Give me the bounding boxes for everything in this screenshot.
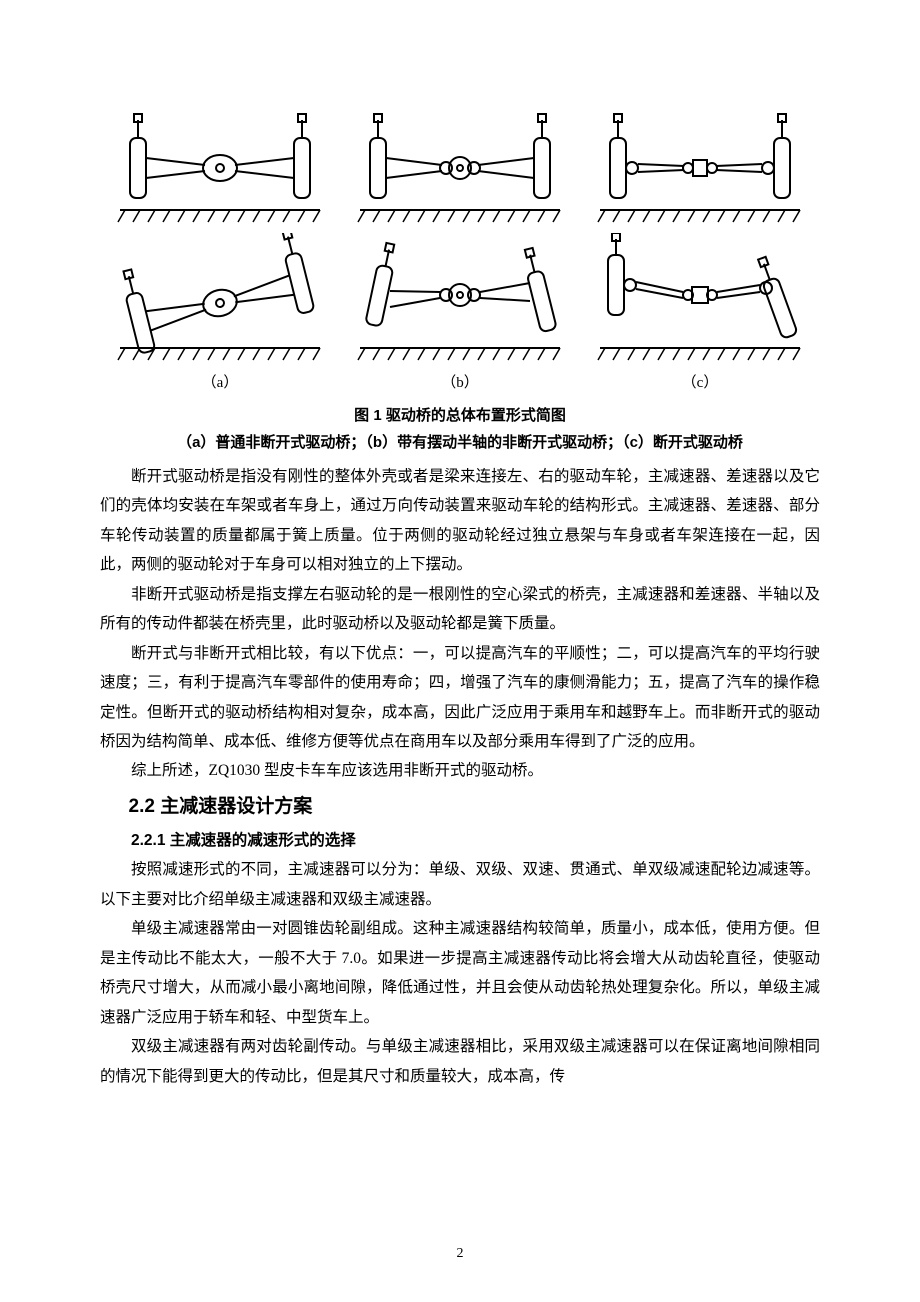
paragraph-3: 断开式与非断开式相比较，有以下优点：一，可以提高汽车的平顺性；二，可以提高汽车的… (100, 639, 820, 757)
figure-b-top (340, 110, 580, 225)
body-text-2: 按照减速形式的不同，主减速器可以分为：单级、双级、双速、贯通式、单双级减速配轮边… (100, 855, 820, 1091)
figure-a-bottom (100, 233, 340, 363)
figure-c-bottom (580, 233, 820, 363)
figure-label-c: （c） (580, 371, 820, 392)
figure-row-top (100, 110, 820, 225)
figure-labels: （a） （b） （c） (100, 371, 820, 392)
figure-1: （a） （b） （c） 图 1 驱动桥的总体布置形式简图 （a）普通非断开式驱动… (100, 110, 820, 456)
figure-label-b: （b） (340, 371, 580, 392)
figure-label-a: （a） (100, 371, 340, 392)
section-heading-2-2: 2.2 主减速器设计方案 (129, 790, 821, 824)
paragraph-1: 断开式驱动桥是指没有刚性的整体外壳或者是梁来连接左、右的驱动车轮，主减速器、差速… (100, 462, 820, 580)
paragraph-7: 双级主减速器有两对齿轮副传动。与单级主减速器相比，采用双级主减速器可以在保证离地… (100, 1032, 820, 1091)
page: （a） （b） （c） 图 1 驱动桥的总体布置形式简图 （a）普通非断开式驱动… (0, 0, 920, 1302)
figure-caption-title: 图 1 驱动桥的总体布置形式简图 (100, 402, 820, 429)
paragraph-5: 按照减速形式的不同，主减速器可以分为：单级、双级、双速、贯通式、单双级减速配轮边… (100, 855, 820, 914)
body-text: 断开式驱动桥是指没有刚性的整体外壳或者是梁来连接左、右的驱动车轮，主减速器、差速… (100, 462, 820, 786)
paragraph-2: 非断开式驱动桥是指支撑左右驱动轮的是一根刚性的空心梁式的桥壳，主减速器和差速器、… (100, 580, 820, 639)
figure-caption-sub: （a）普通非断开式驱动桥；（b）带有摆动半轴的非断开式驱动桥；（c）断开式驱动桥 (100, 429, 820, 456)
figure-row-bottom (100, 233, 820, 363)
paragraph-6: 单级主减速器常由一对圆锥齿轮副组成。这种主减速器结构较简单，质量小，成本低，使用… (100, 914, 820, 1032)
figure-b-bottom (340, 233, 580, 363)
figure-a-top (100, 110, 340, 225)
page-number: 2 (0, 1246, 920, 1262)
paragraph-4: 综上所述，ZQ1030 型皮卡车车应该选用非断开式的驱动桥。 (100, 756, 820, 785)
figure-c-top (580, 110, 820, 225)
subsection-heading-2-2-1: 2.2.1 主减速器的减速形式的选择 (131, 826, 820, 855)
